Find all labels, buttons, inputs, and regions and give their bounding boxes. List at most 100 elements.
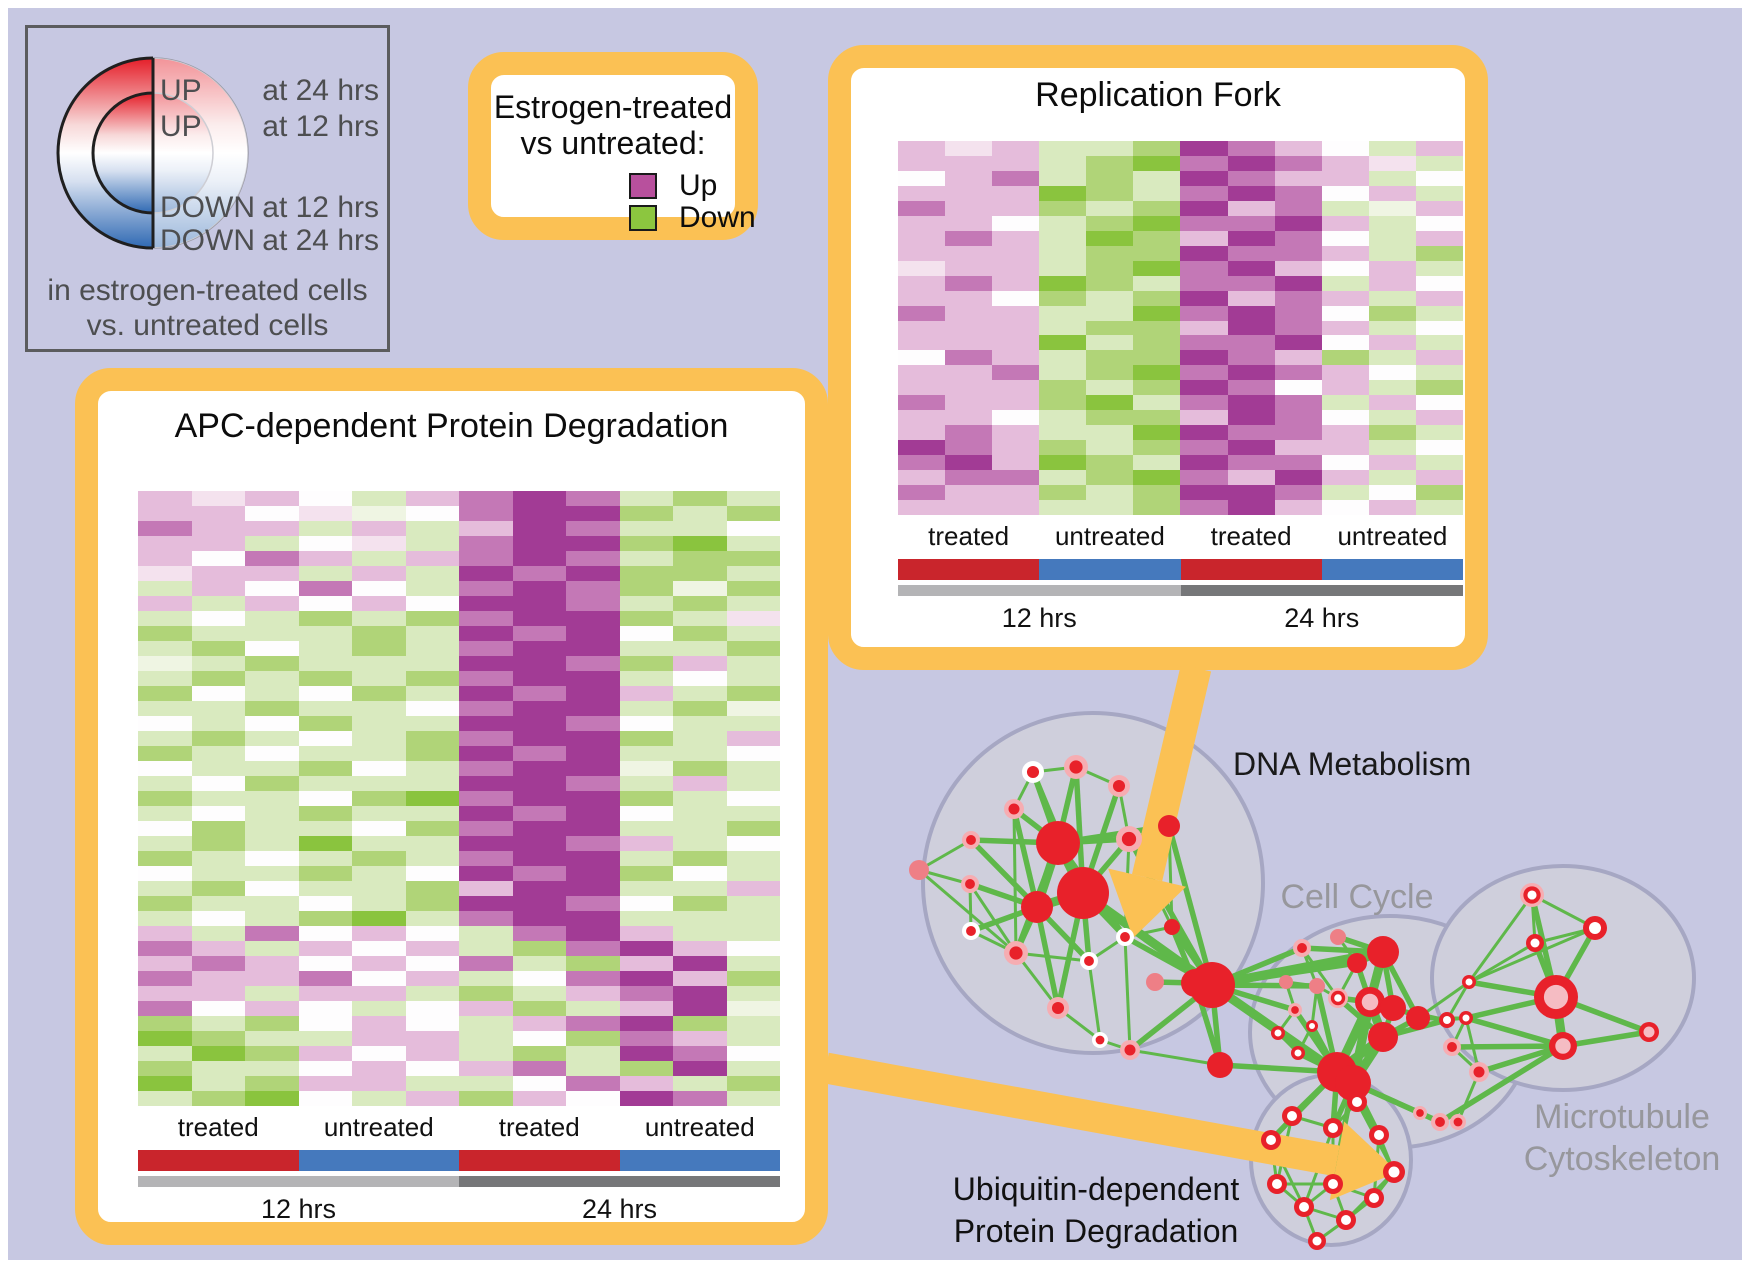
network-node (1367, 936, 1399, 968)
heatmap-cell (1039, 320, 1087, 336)
condition-label: treated (498, 1112, 580, 1142)
heatmap-cell (566, 746, 620, 761)
network-node (1291, 1046, 1305, 1060)
heatmap-cell (459, 941, 513, 956)
heatmap-cell (352, 926, 406, 941)
heatmap-cell (1227, 245, 1275, 261)
condition-label: treated (177, 1112, 259, 1142)
heatmap-cell (673, 986, 727, 1001)
heatmap-cell (512, 701, 566, 716)
heatmap-cell (1086, 410, 1134, 426)
network-node (1306, 1020, 1318, 1032)
heatmap-cell (566, 686, 620, 701)
heatmap-cell (352, 956, 406, 971)
heatmap-cell (459, 506, 513, 521)
heatmap-cell (352, 1076, 406, 1091)
heatmap-cell (1180, 425, 1228, 441)
heatmap-cell (566, 581, 620, 596)
heatmap-cell (405, 731, 459, 746)
heatmap-cell (352, 836, 406, 851)
heatmap-cell (459, 626, 513, 641)
heatmap-cell (298, 521, 352, 536)
heatmap-cell (1039, 425, 1087, 441)
heatmap-cell (298, 1031, 352, 1046)
heatmap-cell (673, 881, 727, 896)
heatmap-cell (1180, 230, 1228, 246)
heatmap-cell (619, 536, 673, 551)
heatmap-cell (512, 1016, 566, 1031)
heatmap-cell (1368, 350, 1416, 366)
heatmap-cell (619, 686, 673, 701)
network-node (1271, 1026, 1285, 1040)
heatmap-cell (191, 881, 245, 896)
heatmap-cell (673, 746, 727, 761)
heatmap-cell (459, 776, 513, 791)
heatmap-cell (459, 1076, 513, 1091)
heatmap-cell (245, 656, 299, 671)
heatmap-cell (512, 911, 566, 926)
heatmap-cell (1086, 335, 1134, 351)
network-node (1267, 1174, 1287, 1194)
heatmap-cell (673, 671, 727, 686)
heatmap-cell (352, 746, 406, 761)
heatmap-cell (459, 851, 513, 866)
heatmap-cell (459, 611, 513, 626)
heatmap-cell (138, 806, 192, 821)
network-node (1520, 883, 1544, 907)
heatmap-cell (1039, 215, 1087, 231)
heatmap-cell (191, 1091, 245, 1106)
heatmap-cell (1133, 260, 1181, 276)
heatmap-cell (405, 536, 459, 551)
heatmap-cell (1180, 350, 1228, 366)
heatmap-cell (405, 626, 459, 641)
network-node (1355, 987, 1385, 1017)
heatmap-cell (405, 671, 459, 686)
heatmap-cell (191, 641, 245, 656)
heatmap-cell (191, 701, 245, 716)
heatmap-cell (992, 455, 1040, 471)
heatmap-cell (898, 260, 946, 276)
heatmap-cell (512, 941, 566, 956)
ratio-row-time: at 12 hrs (262, 191, 379, 224)
heatmap-cell (1133, 455, 1181, 471)
heatmap-cell (566, 731, 620, 746)
heatmap-cell (1321, 305, 1369, 321)
heatmap-cell (298, 791, 352, 806)
heatmap-cell (1180, 335, 1228, 351)
heatmap-cell (566, 1001, 620, 1016)
heatmap-cell (1415, 260, 1463, 276)
heatmap-cell (512, 536, 566, 551)
heatmap-cell (1180, 305, 1228, 321)
heatmap-cell (459, 956, 513, 971)
heatmap-cell (191, 941, 245, 956)
heatmap-cell (673, 761, 727, 776)
heatmap-cell (992, 230, 1040, 246)
network-node (1092, 1032, 1108, 1048)
heatmap-cell (1321, 455, 1369, 471)
heatmap-cell (1415, 200, 1463, 216)
heatmap-cell (1368, 320, 1416, 336)
heatmap-cell (673, 941, 727, 956)
network-node (1309, 978, 1325, 994)
heatmap-cell (1086, 350, 1134, 366)
heatmap-cell (405, 836, 459, 851)
heatmap-cell (1086, 245, 1134, 261)
heatmap-cell (1274, 245, 1322, 261)
heatmap-cell (1086, 455, 1134, 471)
heatmap-cell (898, 485, 946, 501)
heatmap-cell (1321, 141, 1369, 156)
heatmap-cell (1227, 380, 1275, 396)
heatmap-cell (405, 551, 459, 566)
heatmap-cell (245, 521, 299, 536)
heatmap-cell (1227, 455, 1275, 471)
network-edge (968, 883, 1018, 954)
network-node (1335, 1065, 1371, 1101)
heatmap-cell (1274, 500, 1322, 515)
heatmap-cell (1227, 200, 1275, 216)
network-edge (1211, 960, 1358, 988)
heatmap-cell (1180, 290, 1228, 306)
heatmap-cell (352, 626, 406, 641)
heatmap-cell (1133, 485, 1181, 501)
network-node (1639, 1022, 1659, 1042)
heatmap-cell (1368, 410, 1416, 426)
